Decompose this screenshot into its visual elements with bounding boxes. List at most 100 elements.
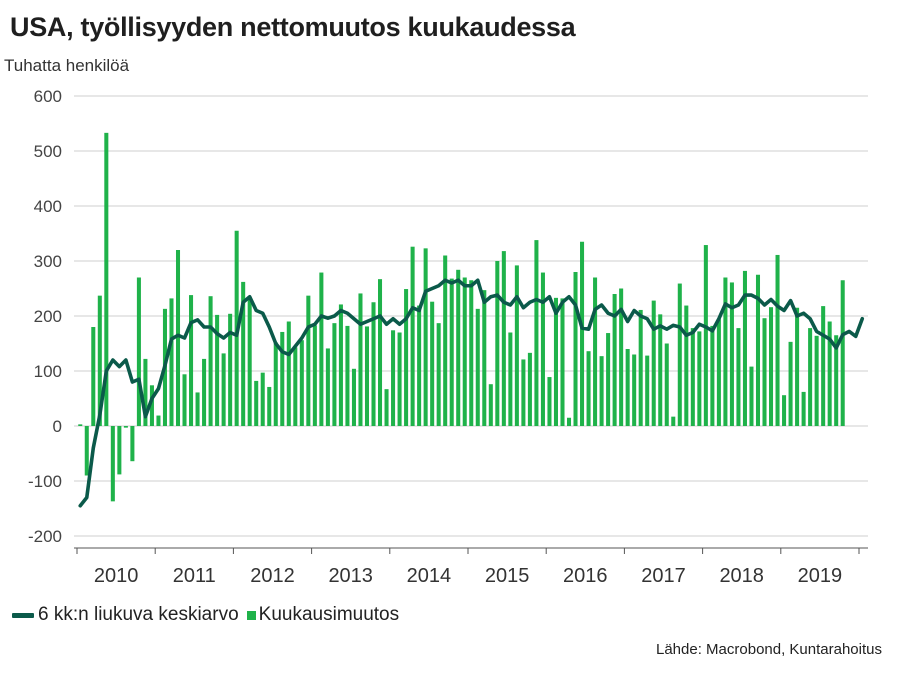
bar (560, 298, 565, 426)
bar (606, 333, 611, 426)
bar (475, 308, 480, 426)
bar (273, 342, 278, 426)
y-tick-label: 200 (34, 307, 62, 326)
bar (632, 354, 637, 426)
bar (495, 261, 500, 426)
x-tick-label: 2010 (94, 565, 139, 587)
bar (189, 295, 194, 426)
x-tick-label: 2018 (719, 565, 764, 587)
bar (371, 302, 376, 426)
bar (195, 392, 200, 426)
bar (325, 348, 330, 426)
moving-average-line (78, 278, 865, 508)
y-tick-label: 500 (34, 142, 62, 161)
bar (293, 347, 298, 426)
bar (619, 288, 624, 426)
bar (755, 274, 761, 426)
x-tick-label: 2017 (641, 565, 686, 587)
bar (840, 280, 845, 426)
bar (436, 323, 441, 426)
bar (769, 307, 774, 426)
bar (625, 349, 630, 426)
y-tick-label: 600 (34, 87, 62, 106)
x-tick-label: 2013 (328, 565, 373, 587)
y-tick-label: -100 (28, 472, 62, 491)
bar (547, 377, 552, 426)
bar (260, 372, 265, 426)
bar (97, 295, 102, 426)
bar (645, 355, 650, 426)
bar (149, 385, 154, 426)
bar (501, 251, 506, 426)
bar (488, 384, 493, 426)
bar (84, 426, 89, 476)
y-tick-label: 400 (34, 197, 62, 216)
bar (110, 426, 115, 502)
bar (703, 245, 708, 426)
bar (123, 426, 128, 428)
bar (208, 296, 213, 426)
bar (612, 294, 617, 426)
bar (91, 327, 96, 426)
bar (808, 328, 813, 426)
y-tick-label: -200 (28, 527, 62, 546)
bar (723, 277, 728, 426)
bar (534, 240, 539, 426)
bar (384, 389, 389, 426)
bar (228, 313, 233, 426)
bar (697, 331, 702, 426)
bar (280, 331, 285, 426)
bar (254, 380, 259, 426)
bar (397, 332, 402, 426)
bar (762, 318, 767, 426)
bar (345, 325, 350, 426)
bar (788, 341, 793, 426)
bar (267, 386, 272, 426)
bar (182, 374, 187, 426)
bar (586, 351, 591, 426)
legend: 6 kk:n liukuva keskiarvo Kuukausimuutos (12, 604, 399, 626)
bar (312, 325, 317, 426)
bar (527, 352, 532, 426)
bar (456, 269, 461, 426)
bar (690, 328, 695, 426)
bar (782, 395, 787, 426)
bar (736, 328, 741, 426)
bar (351, 368, 356, 426)
bar (202, 358, 207, 426)
bar (514, 265, 519, 426)
bar (175, 250, 181, 426)
bar (599, 356, 604, 426)
bar (286, 321, 291, 426)
bar (391, 330, 396, 426)
bar (378, 279, 383, 426)
bar (404, 289, 409, 426)
y-tick-label: 100 (34, 362, 62, 381)
bar (775, 254, 780, 426)
bar (306, 295, 311, 426)
bar (430, 301, 435, 426)
chart-title: USA, työllisyyden nettomuutos kuukaudess… (10, 12, 576, 42)
bar (671, 416, 676, 426)
bar (247, 298, 252, 426)
x-tick-label: 2015 (485, 565, 530, 587)
bar (156, 415, 161, 426)
bar (566, 417, 572, 426)
bar (104, 132, 109, 426)
y-tick-label: 0 (53, 417, 62, 436)
bar (553, 297, 558, 426)
x-tick-label: 2012 (250, 565, 295, 587)
bar (169, 298, 174, 426)
x-tick-label: 2016 (563, 565, 608, 587)
bar (299, 340, 304, 426)
bar (241, 281, 246, 426)
bar (827, 321, 832, 426)
x-tick-label: 2019 (798, 565, 843, 587)
bar (821, 306, 826, 426)
y-tick-label: 300 (34, 252, 62, 271)
bar (658, 314, 663, 426)
bar (801, 391, 806, 426)
legend-bar-label: Kuukausimuutos (258, 604, 400, 625)
bar (482, 290, 487, 426)
